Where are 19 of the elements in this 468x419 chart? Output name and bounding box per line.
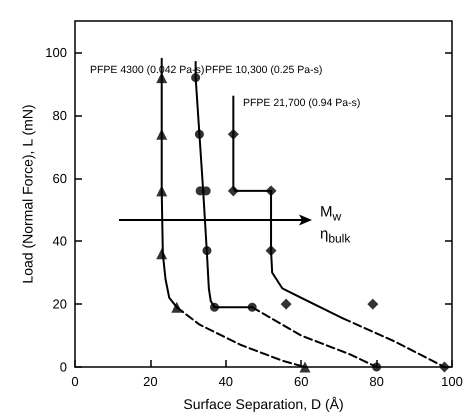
x-tick-label: 60 xyxy=(294,374,308,389)
x-tick-label: 20 xyxy=(143,374,158,389)
y-axis-title: Load (Normal Force), L (mN) xyxy=(19,104,36,284)
point xyxy=(299,362,310,372)
x-tick-label: 100 xyxy=(441,374,463,389)
y-tick-label: 20 xyxy=(52,296,67,312)
y-tick-label: 0 xyxy=(60,360,67,374)
y-tick-label: 40 xyxy=(52,234,67,249)
y-tick-label: 100 xyxy=(45,44,67,60)
y-tick-label: 60 xyxy=(52,170,67,186)
x-tick-label: 40 xyxy=(218,374,234,389)
point xyxy=(367,298,378,310)
x-tick-label: 80 xyxy=(369,374,384,389)
y-tick-label: 80 xyxy=(52,108,67,123)
point xyxy=(280,298,292,310)
x-axis-title: Surface Separation, D (Å) xyxy=(183,396,344,412)
x-tick-label: 0 xyxy=(71,374,79,389)
annotation: PFPE 21,700 (0.94 Pa-s) xyxy=(243,97,360,109)
annotation: PFPE 10,300 (0.25 Pa-s) xyxy=(205,64,322,76)
